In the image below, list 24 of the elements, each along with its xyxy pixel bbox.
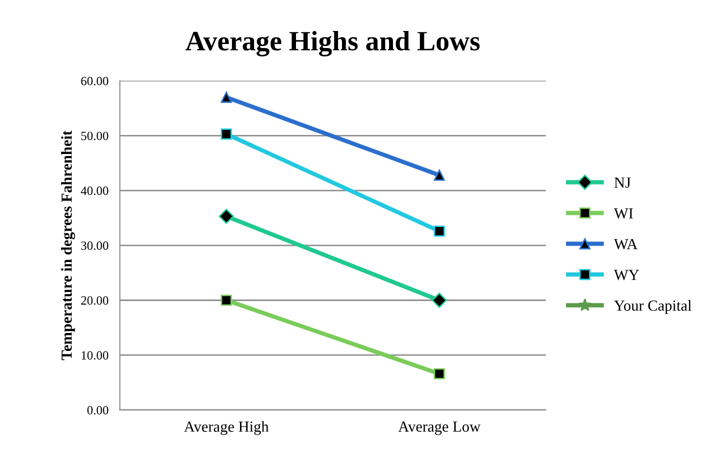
point: [432, 292, 447, 308]
point: [220, 92, 232, 103]
point: [218, 208, 234, 224]
y-tick-label: 50.00: [81, 132, 108, 140]
point: [220, 294, 232, 306]
x-tick-label: Average High: [184, 421, 269, 435]
legend-label: WY: [614, 270, 639, 280]
y-tick-label: 30.00: [81, 241, 108, 250]
legend-label: WI: [614, 208, 633, 219]
x-tick-label: Average Low: [398, 422, 480, 435]
y-tick-label: 0.00: [87, 406, 108, 414]
point: [434, 226, 445, 237]
y-tick-label: 20.00: [81, 296, 108, 305]
legend-label: NJ: [614, 178, 631, 188]
y-tick-label: 40.00: [80, 186, 108, 196]
y-axis-title: Temperature in degrees Fahrenheit: [61, 130, 76, 360]
chart-title: Average Highs and Lows: [186, 30, 480, 56]
point: [220, 128, 232, 140]
legend-label: Your Capital: [614, 300, 692, 314]
point: [434, 368, 445, 380]
point: [434, 170, 445, 181]
legend-label: WA: [614, 239, 638, 250]
y-tick-label: 10.00: [82, 351, 108, 360]
y-tick-label: 60.00: [81, 76, 108, 86]
